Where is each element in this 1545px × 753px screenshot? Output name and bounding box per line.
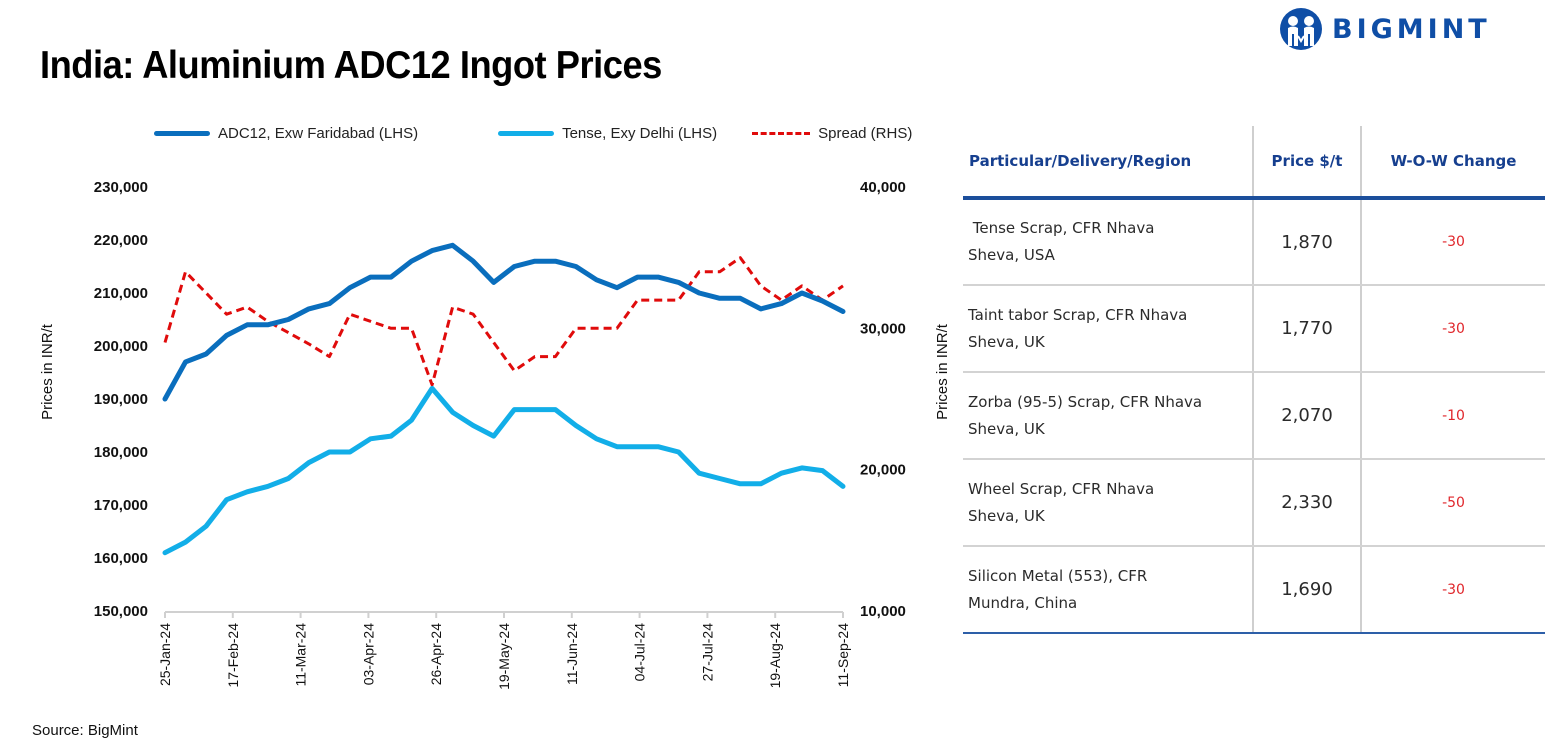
y-tick-label: 200,000 <box>94 338 148 355</box>
brand-logo: BIGMINT <box>1278 6 1491 52</box>
legend-item-adc12: ADC12, Exw Faridabad (LHS) <box>154 125 418 142</box>
chart-legend: ADC12, Exw Faridabad (LHS) Tense, Exy De… <box>154 125 942 142</box>
table-row: Wheel Scrap, CFR Nhava Sheva, UK 2,330 -5… <box>963 459 1545 547</box>
y2-tick-label: 30,000 <box>860 320 906 337</box>
cell-particular-line1: Silicon Metal (553), CFR <box>968 566 1148 585</box>
cell-price: 2,070 <box>1253 372 1362 460</box>
cell-particular-line2: Sheva, UK <box>968 506 1045 525</box>
series-line-adc12 <box>162 242 846 402</box>
table-row: Tense Scrap, CFR Nhava Sheva, USA 1,870 -… <box>963 198 1545 286</box>
table-header-row: Particular/Delivery/Region Price $/t W-O… <box>963 126 1545 200</box>
brand-name: BIGMINT <box>1332 13 1491 45</box>
y-tick-label: 230,000 <box>94 179 148 196</box>
cell-particular: Silicon Metal (553), CFR Mundra, China <box>963 546 1254 634</box>
cell-change: -10 <box>1361 372 1545 460</box>
legend-swatch-adc12 <box>154 131 210 136</box>
cell-particular-line2: Sheva, UK <box>968 332 1045 351</box>
header-price: Price $/t <box>1253 126 1362 200</box>
y-tick-label: 210,000 <box>94 285 148 302</box>
cell-price: 2,330 <box>1253 459 1362 547</box>
bigmint-logo-icon <box>1280 8 1322 50</box>
cell-change: -30 <box>1361 285 1545 373</box>
y-tick-label: 180,000 <box>94 444 148 461</box>
y-tick-label: 220,000 <box>94 232 148 249</box>
legend-item-spread: Spread (RHS) <box>752 125 912 142</box>
x-tick-label: 26-Apr-24 <box>428 623 444 685</box>
source-note: Source: BigMint <box>32 722 138 739</box>
series-layer <box>162 242 846 556</box>
cell-particular-line1: Wheel Scrap, CFR Nhava <box>968 479 1155 498</box>
cell-particular: Zorba (95-5) Scrap, CFR Nhava Sheva, UK <box>963 372 1254 460</box>
y-axis-left-title: Prices in INR/t <box>39 323 56 420</box>
y-tick-label: 150,000 <box>94 603 148 620</box>
cell-price: 1,770 <box>1253 285 1362 373</box>
cell-particular-line1: Tense Scrap, CFR Nhava <box>968 219 1155 237</box>
cell-particular-line2: Sheva, UK <box>968 419 1045 438</box>
cell-particular-line2: Sheva, USA <box>968 246 1055 264</box>
table-row: Zorba (95-5) Scrap, CFR Nhava Sheva, UK 2… <box>963 372 1545 460</box>
x-tick-label: 04-Jul-24 <box>632 623 648 682</box>
x-tick-label: 25-Jan-24 <box>157 623 173 686</box>
y-tick-label: 160,000 <box>94 550 148 567</box>
line-chart: 230,000 220,000 210,000 200,000 190,000 180,0… <box>39 179 951 690</box>
header-particular: Particular/Delivery/Region <box>963 126 1254 200</box>
x-tick-label: 11-Mar-24 <box>293 623 309 687</box>
cell-particular: Taint tabor Scrap, CFR Nhava Sheva, UK <box>963 285 1254 373</box>
cell-particular-line1: Taint tabor Scrap, CFR Nhava <box>968 305 1188 324</box>
series-line-tense <box>162 385 846 556</box>
legend-label-tense: Tense, Exy Delhi (LHS) <box>562 125 718 142</box>
y-tick-label: 170,000 <box>94 497 148 514</box>
cell-price: 1,870 <box>1253 198 1362 286</box>
table-row: Silicon Metal (553), CFR Mundra, China 1,… <box>963 546 1545 634</box>
cell-particular-line2: Mundra, China <box>968 593 1078 612</box>
x-tick-label: 03-Apr-24 <box>360 623 376 685</box>
cell-change: -30 <box>1361 546 1545 634</box>
x-tick-label: 19-Aug-24 <box>767 623 783 689</box>
cell-change: -30 <box>1361 198 1545 286</box>
cell-particular-line1: Zorba (95-5) Scrap, CFR Nhava <box>968 392 1203 411</box>
y-axis-left: 230,000 220,000 210,000 200,000 190,000 180,0… <box>94 179 148 620</box>
y-axis-right-title: Prices in INR/t <box>934 323 951 420</box>
legend-label-adc12: ADC12, Exw Faridabad (LHS) <box>218 125 419 142</box>
y2-tick-label: 10,000 <box>860 603 906 620</box>
y2-tick-label: 20,000 <box>860 462 906 479</box>
series-line-spread <box>163 256 844 387</box>
y-tick-label: 190,000 <box>94 391 148 408</box>
legend-item-tense: Tense, Exy Delhi (LHS) <box>498 125 717 142</box>
price-table: Particular/Delivery/Region Price $/t W-O… <box>963 126 1545 634</box>
table-row: Taint tabor Scrap, CFR Nhava Sheva, UK 1,… <box>963 285 1545 373</box>
x-tick-label: 17-Feb-24 <box>225 623 241 688</box>
legend-swatch-tense <box>498 131 555 136</box>
x-tick-label: 11-Sep-24 <box>835 623 851 688</box>
x-tick-label: 11-Jun-24 <box>564 623 580 685</box>
header-wow-change: W-O-W Change <box>1361 126 1545 200</box>
cell-price: 1,690 <box>1253 546 1362 634</box>
x-axis: 25-Jan-24 17-Feb-24 11-Mar-24 03-Apr-24 26-A… <box>157 611 851 690</box>
legend-swatch-spread <box>752 132 811 135</box>
legend-label-spread: Spread (RHS) <box>818 125 913 142</box>
cell-change: -50 <box>1361 459 1545 547</box>
cell-particular: Tense Scrap, CFR Nhava Sheva, USA <box>963 198 1254 286</box>
x-tick-label: 19-May-24 <box>496 623 512 690</box>
x-tick-label: 27-Jul-24 <box>699 623 715 682</box>
page-title: India: Aluminium ADC12 Ingot Prices <box>40 44 662 87</box>
y2-tick-label: 40,000 <box>860 179 906 196</box>
cell-particular: Wheel Scrap, CFR Nhava Sheva, UK <box>963 459 1254 547</box>
y-axis-right: 40,000 30,000 20,000 10,000 <box>860 179 906 620</box>
